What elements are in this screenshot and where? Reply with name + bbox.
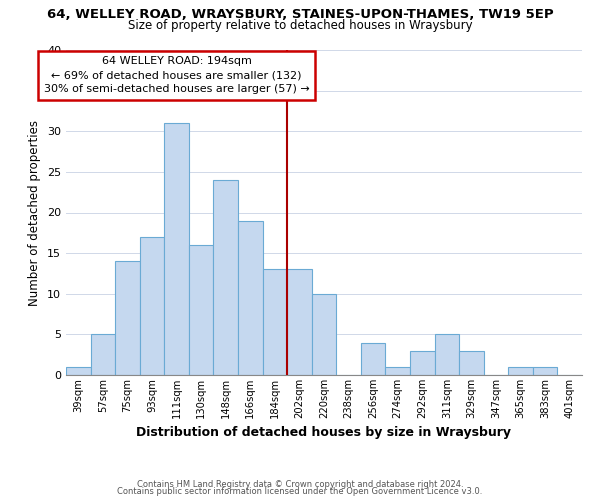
Bar xyxy=(287,270,312,375)
Bar xyxy=(459,350,484,375)
Text: 64, WELLEY ROAD, WRAYSBURY, STAINES-UPON-THAMES, TW19 5EP: 64, WELLEY ROAD, WRAYSBURY, STAINES-UPON… xyxy=(47,8,553,20)
Bar xyxy=(214,180,238,375)
Y-axis label: Number of detached properties: Number of detached properties xyxy=(28,120,41,306)
Bar xyxy=(189,245,214,375)
Bar xyxy=(533,367,557,375)
Bar xyxy=(410,350,434,375)
Text: Contains public sector information licensed under the Open Government Licence v3: Contains public sector information licen… xyxy=(118,487,482,496)
Bar xyxy=(66,367,91,375)
Bar xyxy=(361,342,385,375)
Bar xyxy=(385,367,410,375)
Bar xyxy=(115,261,140,375)
Bar xyxy=(140,237,164,375)
Bar xyxy=(164,123,189,375)
Bar xyxy=(434,334,459,375)
Bar xyxy=(263,270,287,375)
Bar xyxy=(312,294,336,375)
Text: 64 WELLEY ROAD: 194sqm
← 69% of detached houses are smaller (132)
30% of semi-de: 64 WELLEY ROAD: 194sqm ← 69% of detached… xyxy=(44,56,310,94)
Text: Size of property relative to detached houses in Wraysbury: Size of property relative to detached ho… xyxy=(128,19,472,32)
Bar xyxy=(238,220,263,375)
X-axis label: Distribution of detached houses by size in Wraysbury: Distribution of detached houses by size … xyxy=(137,426,511,440)
Text: Contains HM Land Registry data © Crown copyright and database right 2024.: Contains HM Land Registry data © Crown c… xyxy=(137,480,463,489)
Bar xyxy=(91,334,115,375)
Bar xyxy=(508,367,533,375)
